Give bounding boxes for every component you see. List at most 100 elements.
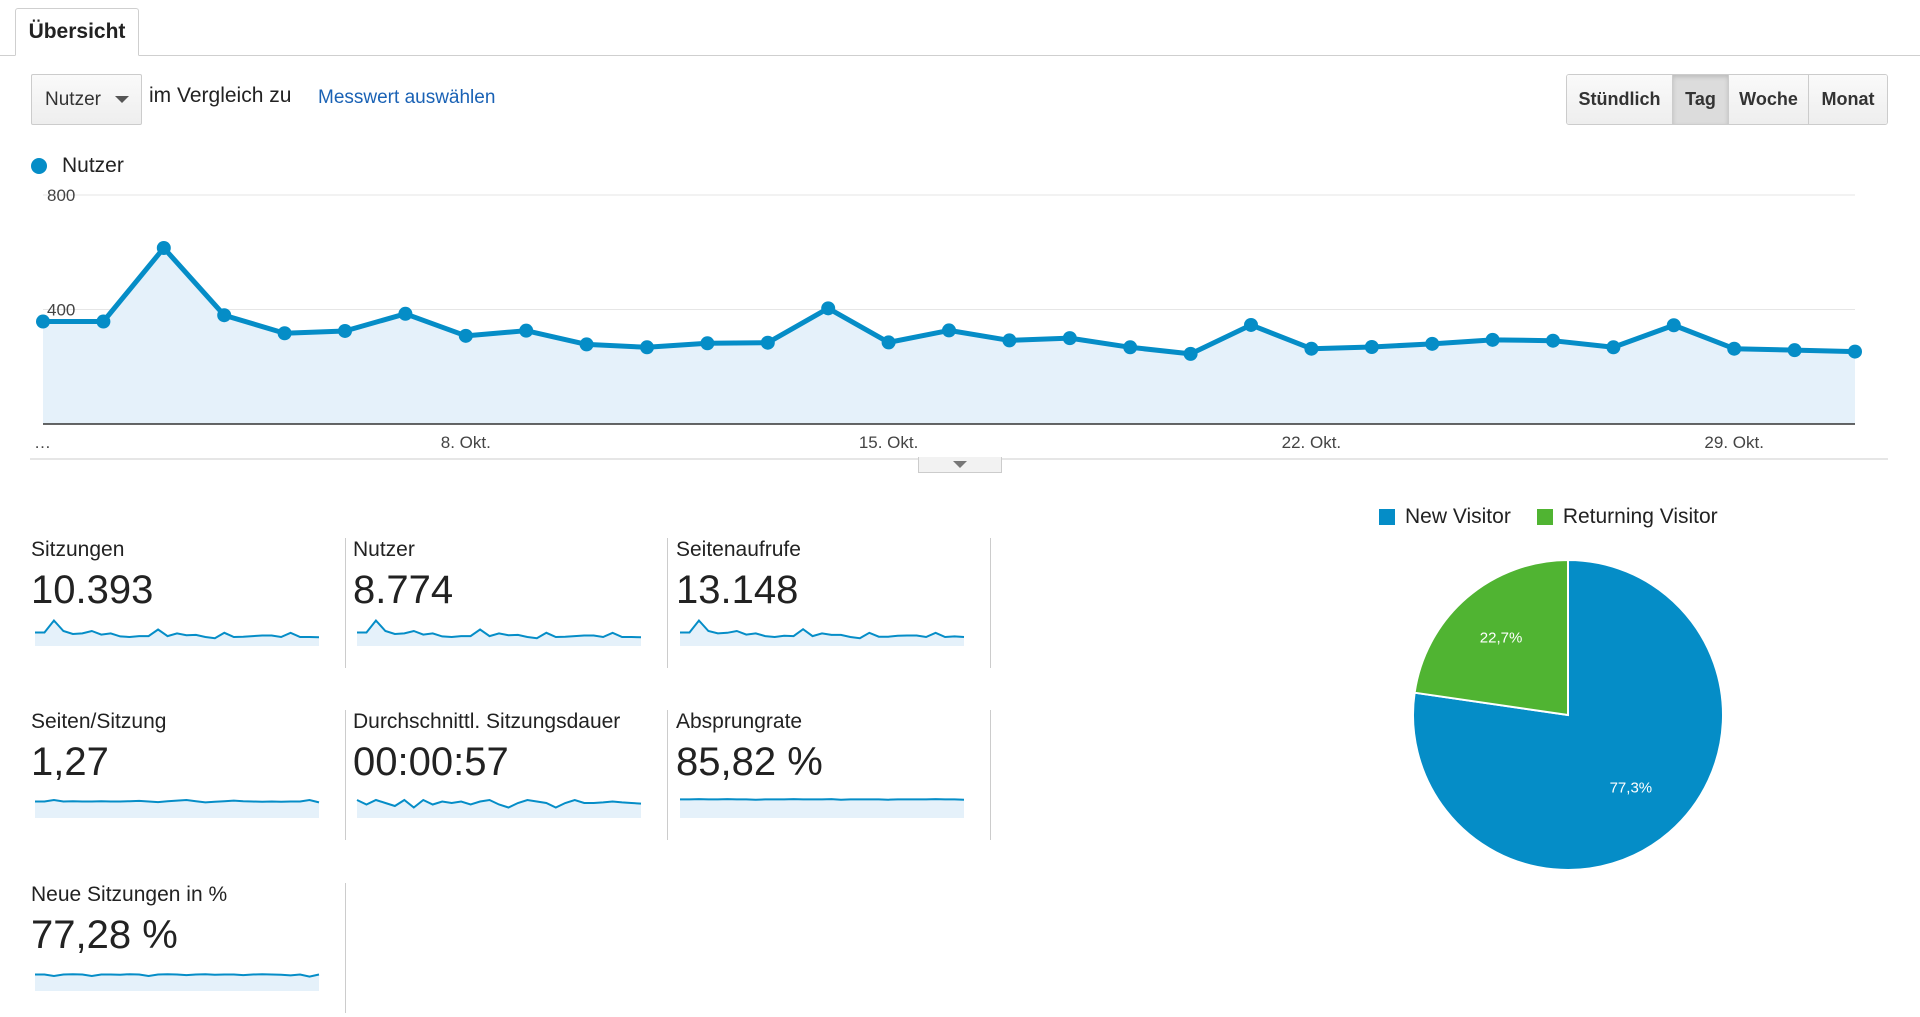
data-point[interactable] bbox=[1727, 341, 1742, 356]
scorecard-value: 1,27 bbox=[31, 740, 109, 784]
date-granularity-group: Stündlich Tag Woche Monat bbox=[1566, 74, 1888, 125]
data-point[interactable] bbox=[881, 335, 896, 350]
scorecard[interactable]: Seiten/Sitzung 1,27 bbox=[31, 710, 346, 840]
select-metric-link[interactable]: Messwert auswählen bbox=[318, 87, 496, 108]
data-point[interactable] bbox=[821, 301, 836, 316]
scorecard-label: Sitzungen bbox=[31, 538, 125, 561]
data-point[interactable] bbox=[217, 308, 232, 323]
chevron-down-icon bbox=[115, 96, 129, 103]
x-tick-label: 29. Okt. bbox=[1704, 433, 1764, 452]
sparkline bbox=[35, 798, 320, 818]
data-point[interactable] bbox=[1062, 331, 1077, 346]
pie-legend-label: New Visitor bbox=[1405, 505, 1511, 528]
data-point[interactable] bbox=[1425, 336, 1440, 351]
data-point[interactable] bbox=[1304, 341, 1319, 356]
range-day-button[interactable]: Tag bbox=[1673, 75, 1729, 124]
data-point[interactable] bbox=[1848, 344, 1862, 359]
square-icon bbox=[1379, 509, 1395, 525]
scorecard-label: Neue Sitzungen in % bbox=[31, 883, 228, 906]
sparkline-line bbox=[35, 798, 320, 804]
sparkline-area bbox=[357, 620, 641, 646]
scorecard-label: Seiten/Sitzung bbox=[31, 710, 167, 733]
data-point[interactable] bbox=[338, 323, 352, 338]
range-week-button[interactable]: Woche bbox=[1729, 75, 1809, 124]
sparkline-area bbox=[35, 800, 319, 818]
pie-legend-item: New Visitor bbox=[1379, 505, 1511, 529]
data-point[interactable] bbox=[1485, 332, 1500, 347]
tab-overview[interactable]: Übersicht bbox=[15, 8, 139, 56]
square-icon bbox=[1536, 509, 1553, 525]
data-point[interactable] bbox=[700, 336, 715, 351]
data-point[interactable] bbox=[942, 323, 956, 338]
sparkline bbox=[356, 798, 642, 818]
data-point[interactable] bbox=[156, 240, 171, 255]
scorecard-value: 00:00:57 bbox=[353, 740, 509, 784]
sparkline-area bbox=[680, 799, 964, 818]
data-point[interactable] bbox=[1606, 340, 1621, 355]
range-hourly-button[interactable]: Stündlich bbox=[1567, 75, 1673, 124]
scorecard[interactable]: Absprungrate 85,82 % bbox=[676, 710, 991, 840]
pie-legend-item: Returning Visitor bbox=[1536, 505, 1718, 529]
sparkline-line bbox=[357, 618, 642, 640]
metric-select[interactable]: Nutzer bbox=[31, 74, 142, 125]
scorecard-value: 8.774 bbox=[353, 568, 454, 612]
data-point[interactable] bbox=[640, 340, 654, 355]
data-point[interactable] bbox=[1364, 339, 1379, 354]
data-point[interactable] bbox=[1666, 318, 1681, 333]
scorecard-value: 85,82 % bbox=[676, 740, 823, 784]
sparkline-line bbox=[35, 973, 320, 978]
sparkline bbox=[680, 618, 965, 646]
data-point[interactable] bbox=[760, 335, 775, 350]
data-point[interactable] bbox=[1546, 333, 1560, 348]
pie-slice[interactable] bbox=[1412, 558, 1724, 871]
sparkline-area bbox=[357, 800, 641, 818]
range-month-button[interactable]: Monat bbox=[1809, 75, 1887, 124]
legend-dot-icon bbox=[31, 158, 47, 174]
collapse-chart-handle[interactable] bbox=[918, 457, 1002, 473]
sparkline bbox=[35, 973, 320, 991]
scorecard[interactable]: Sitzungen 10.393 bbox=[31, 538, 346, 668]
x-tick-label: … bbox=[34, 433, 51, 452]
scorecard[interactable]: Seitenaufrufe 13.148 bbox=[676, 538, 991, 668]
tab-bar: Übersicht bbox=[0, 0, 1920, 56]
data-point[interactable] bbox=[1002, 333, 1017, 348]
sparkline-area bbox=[35, 974, 319, 991]
data-point[interactable] bbox=[458, 328, 473, 343]
data-point[interactable] bbox=[36, 314, 50, 329]
x-tick-label: 22. Okt. bbox=[1282, 433, 1342, 452]
legend-label: Nutzer bbox=[62, 154, 124, 177]
data-point[interactable] bbox=[277, 326, 292, 341]
scorecard[interactable]: Durchschnittl. Sitzungsdauer 00:00:57 bbox=[353, 710, 668, 840]
scorecard-label: Durchschnittl. Sitzungsdauer bbox=[353, 710, 621, 733]
data-point[interactable] bbox=[96, 314, 111, 329]
data-point[interactable] bbox=[579, 337, 594, 352]
sparkline-line bbox=[356, 798, 642, 809]
metric-select-value: Nutzer bbox=[45, 88, 101, 110]
pie-legend: New Visitor Returning Visitor bbox=[1379, 505, 1744, 529]
compare-label: im Vergleich zu bbox=[149, 84, 292, 107]
pie-slice-label: 77,3% bbox=[1610, 780, 1653, 797]
y-tick-label: 800 bbox=[47, 186, 75, 205]
data-point[interactable] bbox=[1244, 317, 1258, 332]
data-point[interactable] bbox=[1183, 346, 1198, 361]
visitor-pie-chart: 77,3% 22,7% bbox=[1412, 558, 1724, 871]
data-point[interactable] bbox=[398, 306, 413, 321]
x-tick-label: 15. Okt. bbox=[859, 433, 919, 452]
data-point[interactable] bbox=[519, 323, 534, 338]
scorecard[interactable]: Neue Sitzungen in % 77,28 % bbox=[31, 883, 346, 1013]
scorecard[interactable]: Nutzer 8.774 bbox=[353, 538, 668, 668]
scorecard-label: Seitenaufrufe bbox=[676, 538, 801, 561]
triangle-down-icon bbox=[953, 461, 967, 468]
sparkline-area bbox=[680, 620, 964, 646]
pie-slice[interactable] bbox=[1413, 558, 1569, 717]
scorecard-value: 13.148 bbox=[676, 568, 799, 612]
users-line-chart: 400 800 … 8. Okt. 15. Okt. 22. Okt. 29. Okt. bbox=[30, 186, 1888, 460]
pie-slice-label: 22,7% bbox=[1480, 630, 1523, 647]
sparkline-line bbox=[680, 618, 965, 640]
sparkline bbox=[357, 618, 642, 646]
data-point[interactable] bbox=[1787, 343, 1802, 358]
scorecard-label: Nutzer bbox=[353, 538, 415, 561]
y-tick-label: 400 bbox=[47, 301, 75, 320]
data-point[interactable] bbox=[1123, 340, 1138, 355]
scorecard-label: Absprungrate bbox=[676, 710, 803, 733]
